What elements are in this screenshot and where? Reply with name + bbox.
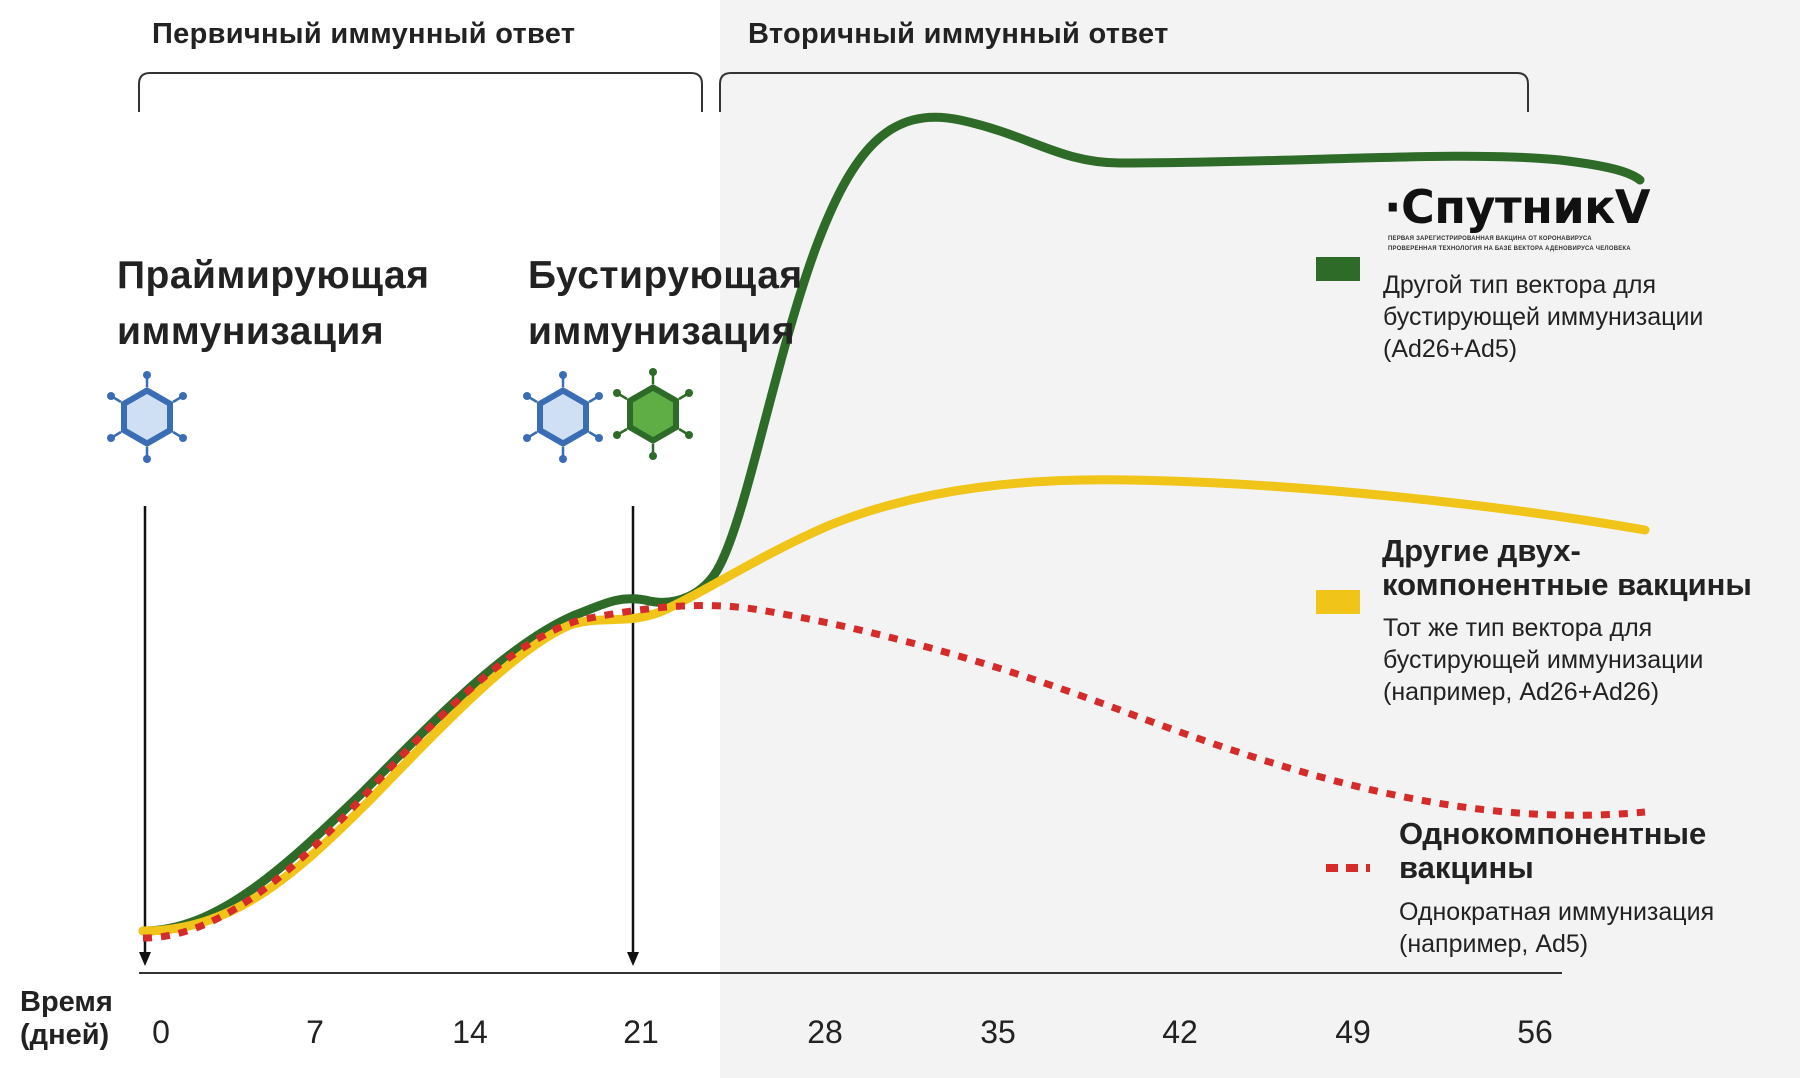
secondary-phase-bracket (719, 72, 1529, 112)
red-legend-title: Однокомпонентные вакцины (1399, 817, 1706, 885)
secondary-response-background (720, 0, 1800, 1078)
red-curve-single-dose (142, 602, 1646, 942)
yellow-legend-line2: бустирующей иммунизации (1383, 646, 1704, 674)
time-axis-label-line2: (дней) (20, 1019, 110, 1051)
yellow-legend-title-line1: Другие двух- (1382, 533, 1581, 568)
yellow-legend-line1: Тот же тип вектора для (1383, 614, 1653, 642)
boost-arrow (627, 506, 639, 966)
tick-label: 56 (1517, 1014, 1553, 1050)
red-legend-text: Однократная иммунизация (например, Ad5) (1399, 896, 1714, 960)
green-hexagon-virus-icon (613, 368, 693, 460)
yellow-legend-swatch (1316, 590, 1360, 614)
brand-name: ·СпутникV (1384, 180, 1651, 234)
tick-label: 42 (1162, 1014, 1198, 1050)
tick-label: 35 (980, 1014, 1016, 1050)
brand-subtitle-2: ПРОВЕРЕННАЯ ТЕХНОЛОГИЯ НА БАЗЕ ВЕКТОРА А… (1388, 246, 1631, 252)
tick-label: 14 (452, 1014, 488, 1050)
red-legend-line2: (например, Ad5) (1399, 930, 1589, 958)
tick-label: 28 (807, 1014, 843, 1050)
blue-hexagon-virus-icon (523, 371, 603, 463)
yellow-legend-title: Другие двух- компонентные вакцины (1382, 534, 1752, 602)
priming-title-line2: иммунизация (117, 310, 385, 353)
boosting-title: Бустирующая иммунизация (528, 248, 803, 360)
secondary-response-title: Вторичный иммунный ответ (748, 18, 1169, 50)
blue-hexagon-virus-icon (107, 371, 187, 463)
boosting-title-line1: Бустирующая (528, 254, 803, 297)
priming-arrow (139, 506, 151, 966)
sputnik-v-logo: ·СпутникV ПЕРВАЯ ЗАРЕГИСТРИРОВАННАЯ ВАКЦ… (1384, 180, 1651, 260)
green-legend-text: Другой тип вектора для бустирующей иммун… (1383, 269, 1703, 365)
brand-subtitle-1: ПЕРВАЯ ЗАРЕГИСТРИРОВАННАЯ ВАКЦИНА ОТ КОР… (1388, 236, 1592, 242)
red-legend-line1: Однократная иммунизация (1399, 898, 1715, 926)
time-axis-label-line1: Время (20, 986, 113, 1018)
yellow-curve-homologous-boost (138, 475, 1650, 936)
time-axis-label: Время (дней) (20, 986, 113, 1052)
green-legend-swatch (1316, 257, 1360, 281)
tick-label: 21 (623, 1014, 659, 1050)
red-legend-title-line1: Однокомпонентные (1399, 816, 1707, 851)
primary-response-title: Первичный иммунный ответ (152, 18, 576, 50)
priming-title: Праймирующая иммунизация (117, 248, 429, 360)
tick-label: 7 (306, 1014, 324, 1050)
primary-phase-bracket (138, 72, 703, 112)
red-legend-title-line2: вакцины (1399, 850, 1534, 885)
green-legend-line3: (Ad26+Ad5) (1383, 335, 1518, 363)
yellow-legend-text: Тот же тип вектора для бустирующей иммун… (1383, 612, 1703, 708)
green-legend-line2: бустирующей иммунизации (1383, 303, 1704, 331)
boosting-title-line2: иммунизация (528, 310, 796, 353)
priming-title-line1: Праймирующая (117, 254, 430, 297)
yellow-legend-title-line2: компонентные вакцины (1382, 567, 1752, 602)
tick-label: 49 (1335, 1014, 1371, 1050)
yellow-legend-line3: (например, Ad26+Ad26) (1383, 678, 1660, 706)
tick-label: 0 (152, 1014, 170, 1050)
green-legend-line1: Другой тип вектора для (1383, 271, 1656, 299)
